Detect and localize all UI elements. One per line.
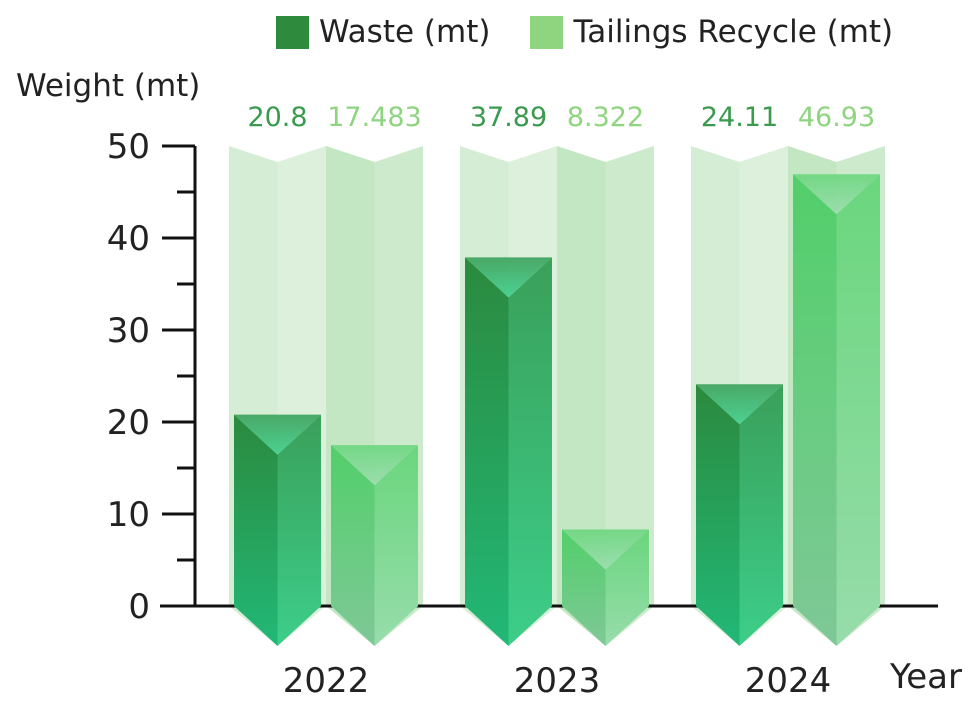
data-label: 20.8	[247, 102, 307, 133]
bar-Tailings Recycle (mt)-2024	[793, 174, 880, 646]
legend: Waste (mt) Tailings Recycle (mt)	[276, 14, 933, 50]
legend-swatch-tailings	[530, 15, 564, 49]
x-axis-title: Year	[890, 657, 962, 697]
y-tick-label: 40	[107, 219, 150, 259]
y-tick-label: 10	[107, 495, 150, 535]
bg-column-shade-2023-1	[605, 146, 654, 646]
data-label: 24.11	[701, 102, 778, 133]
legend-swatch-waste	[276, 15, 309, 49]
data-label: 37.89	[470, 102, 547, 133]
y-tick-label: 0	[128, 587, 150, 627]
y-tick-label: 30	[107, 311, 150, 351]
y-axis-title: Weight (mt)	[16, 68, 201, 104]
data-label: 17.483	[327, 102, 421, 133]
x-tick-label: 2023	[514, 661, 601, 701]
x-tick-label: 2022	[283, 661, 370, 701]
y-tick-label: 50	[107, 127, 150, 167]
legend-item-waste: Waste (mt)	[276, 14, 490, 50]
legend-label-tailings: Tailings Recycle (mt)	[573, 14, 894, 50]
bg-column-2023-1	[557, 146, 654, 646]
y-tick-label: 20	[107, 403, 150, 443]
bar-Waste (mt)-2022	[234, 414, 321, 646]
x-tick-label: 2024	[745, 661, 832, 701]
legend-label-waste: Waste (mt)	[319, 14, 491, 50]
legend-item-tailings: Tailings Recycle (mt)	[530, 14, 893, 50]
bar-Tailings Recycle (mt)-2022	[331, 445, 418, 646]
bar-Waste (mt)-2024	[696, 384, 783, 646]
bar-Tailings Recycle (mt)-2023	[562, 529, 649, 646]
bar-Waste (mt)-2023	[465, 257, 552, 646]
data-label: 46.93	[798, 102, 875, 133]
data-label: 8.322	[567, 102, 644, 133]
